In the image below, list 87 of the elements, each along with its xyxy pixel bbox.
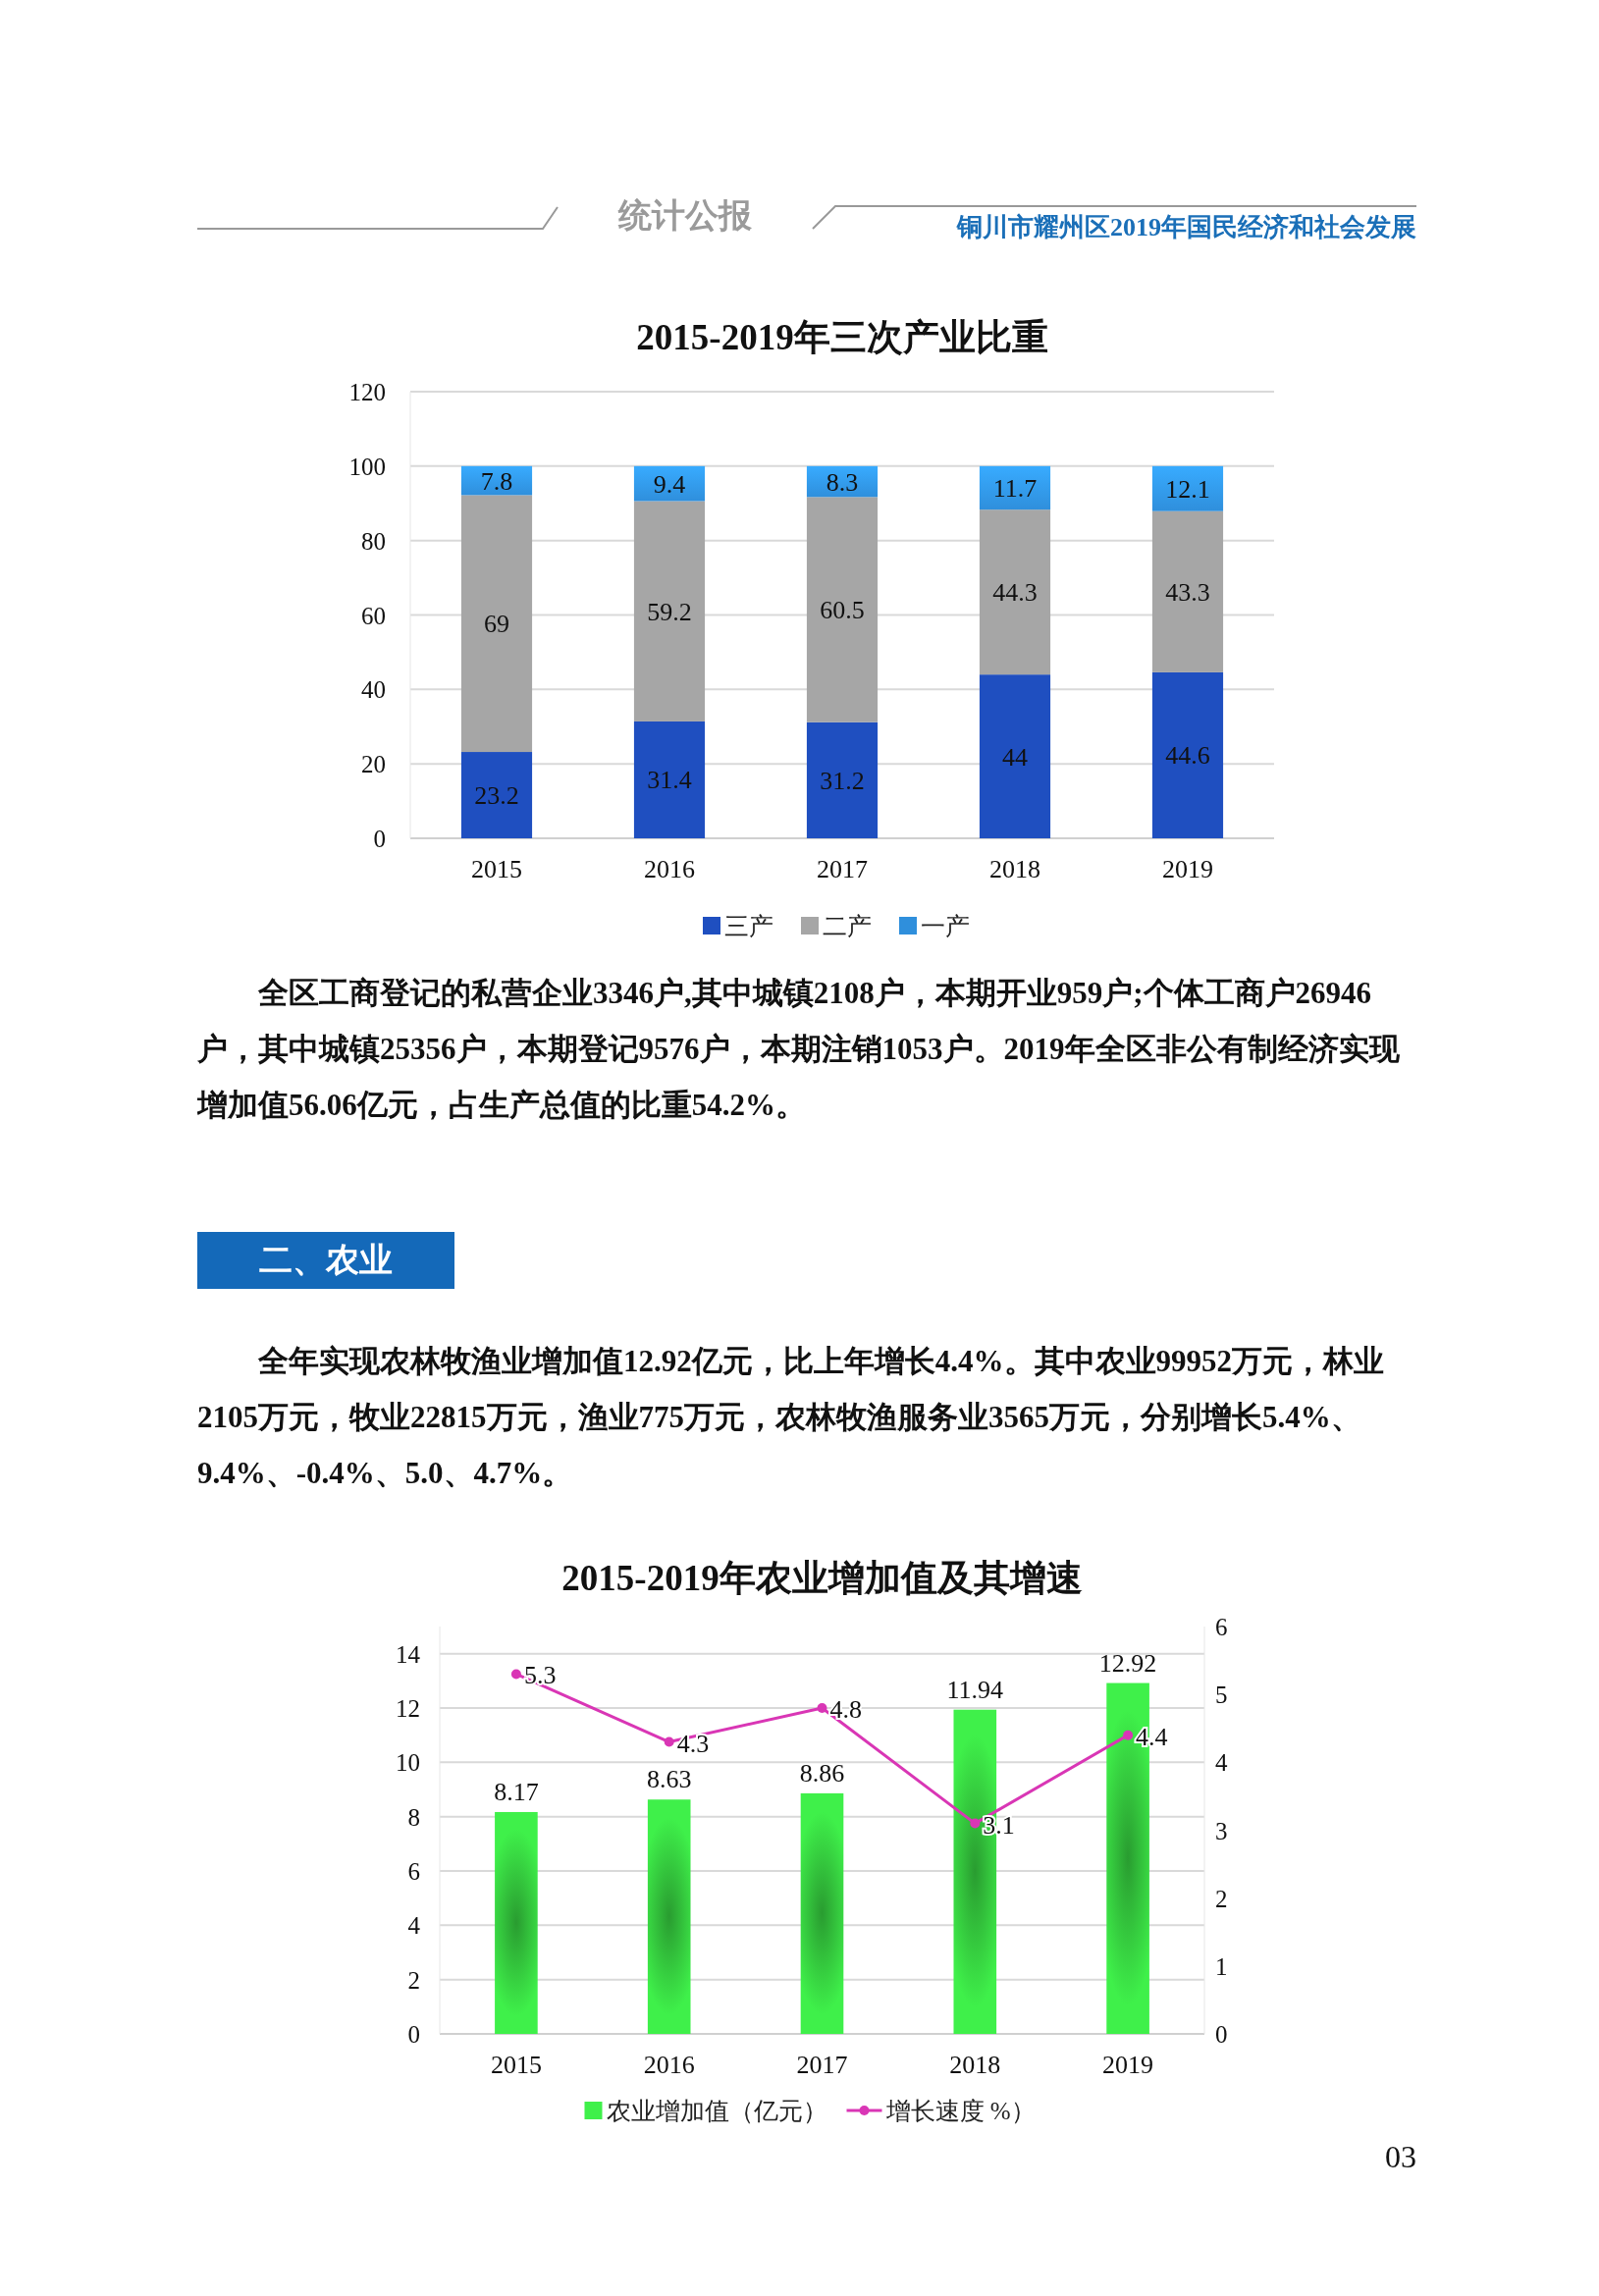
point bbox=[510, 1669, 521, 1680]
point bbox=[1123, 1730, 1134, 1740]
y-tick-label: 120 bbox=[348, 379, 386, 405]
bar bbox=[460, 495, 533, 753]
x-tick-label: 2015 bbox=[471, 855, 522, 883]
y-tick-label: 4 bbox=[407, 1912, 421, 1940]
legend-label: 二产 bbox=[823, 913, 872, 939]
y2-tick-label: 5 bbox=[1215, 1682, 1228, 1709]
y-tick-label: 20 bbox=[361, 751, 386, 778]
data-label: 9.4 bbox=[653, 469, 686, 499]
bar bbox=[806, 721, 879, 838]
y-tick-label: 12 bbox=[396, 1695, 420, 1722]
bar bbox=[633, 501, 706, 721]
y2-tick-label: 0 bbox=[1215, 2021, 1228, 2048]
y2-tick-label: 2 bbox=[1215, 1885, 1228, 1912]
legend-label: 一产 bbox=[921, 913, 970, 939]
x-tick-label: 2017 bbox=[796, 2051, 848, 2079]
text: 铜川市耀州区2019年国民经济和社会发展 bbox=[956, 213, 1416, 241]
data-label: 44.3 bbox=[992, 578, 1038, 608]
bar bbox=[806, 497, 879, 722]
text: 二、农业 bbox=[259, 1240, 393, 1279]
y2-tick-label: 3 bbox=[1215, 1817, 1228, 1844]
bar bbox=[800, 1792, 844, 2034]
y-tick-label: 8 bbox=[407, 1803, 420, 1831]
x-tick-label: 2019 bbox=[1162, 855, 1213, 883]
data-label: 43.3 bbox=[1165, 577, 1210, 607]
data-label: 59.2 bbox=[647, 597, 692, 626]
y-tick-label: 6 bbox=[407, 1858, 420, 1885]
y2-tick-label: 4 bbox=[1215, 1749, 1228, 1777]
y-tick-label: 0 bbox=[407, 2021, 420, 2048]
x-tick-label: 2016 bbox=[643, 2051, 695, 2079]
data-label: 23.2 bbox=[474, 781, 519, 811]
bar bbox=[647, 1799, 691, 2034]
data-label: 8.63 bbox=[646, 1765, 692, 1794]
chart-title: 2015-2019年农业增加值及其增速 bbox=[561, 1558, 1083, 1598]
data-label: 4.3 bbox=[676, 1729, 710, 1758]
text: 统计公报 bbox=[617, 195, 753, 235]
y2-tick-label: 1 bbox=[1215, 1952, 1228, 1980]
text: 全年实现农林牧渔业增加值12.92亿元，比上年增长4.4%。其中农业99952万元，林业2105万元，牧业22815万元，渔业775万元，农林牧渔服务业3565万元，分别增长5.4%、9.4%、-0.4%、5.0、4.7%。 bbox=[197, 1343, 1385, 1492]
y-tick-label: 40 bbox=[361, 676, 386, 704]
data-label: 44 bbox=[1002, 742, 1028, 772]
data-label: 5.3 bbox=[523, 1661, 557, 1690]
x-tick-label: 2019 bbox=[1102, 2051, 1154, 2079]
bar bbox=[979, 509, 1051, 675]
x-tick-label: 2015 bbox=[490, 2051, 542, 2079]
x-tick-label: 2016 bbox=[644, 855, 695, 883]
chart-title: 2015-2019年三次产业比重 bbox=[636, 317, 1048, 357]
data-label: 8.3 bbox=[826, 467, 859, 497]
data-label: 11.94 bbox=[946, 1675, 1004, 1704]
bar bbox=[460, 752, 533, 838]
bar bbox=[633, 721, 706, 838]
data-label: 8.17 bbox=[494, 1777, 539, 1806]
data-label: 11.7 bbox=[992, 474, 1038, 504]
x-tick-label: 2018 bbox=[989, 855, 1040, 883]
y-tick-label: 100 bbox=[348, 453, 386, 480]
data-label: 44.6 bbox=[1165, 741, 1210, 771]
legend-label: 增长速度 %） bbox=[884, 2098, 1036, 2124]
y-tick-label: 60 bbox=[361, 602, 386, 629]
y-tick-label: 0 bbox=[373, 826, 386, 852]
x-tick-label: 2018 bbox=[949, 2051, 1001, 2079]
data-label: 60.5 bbox=[820, 596, 865, 624]
data-label: 31.2 bbox=[820, 766, 865, 795]
bar bbox=[1151, 510, 1224, 672]
data-label: 8.86 bbox=[799, 1758, 845, 1788]
point bbox=[970, 1818, 981, 1829]
data-label: 7.8 bbox=[480, 466, 513, 496]
data-label: 12.92 bbox=[1098, 1648, 1157, 1678]
text: 03 bbox=[1385, 2139, 1416, 2174]
bar bbox=[1151, 465, 1224, 511]
y-tick-label: 80 bbox=[361, 527, 386, 555]
x-tick-label: 2017 bbox=[817, 855, 868, 883]
bar bbox=[1151, 671, 1224, 838]
data-label: 31.4 bbox=[647, 766, 692, 795]
y-tick-label: 14 bbox=[396, 1640, 421, 1668]
y2-tick-label: 6 bbox=[1215, 1614, 1228, 1640]
bar bbox=[979, 465, 1051, 510]
data-label: 4.8 bbox=[829, 1695, 862, 1724]
bar bbox=[979, 674, 1051, 838]
y-tick-label: 10 bbox=[396, 1749, 420, 1777]
bar bbox=[495, 1811, 538, 2034]
y-tick-label: 2 bbox=[407, 1966, 420, 1994]
point bbox=[664, 1736, 674, 1747]
data-label: 69 bbox=[484, 610, 509, 639]
point bbox=[817, 1703, 827, 1713]
legend-label: 三产 bbox=[724, 913, 773, 939]
legend-label: 农业增加值（亿元） bbox=[606, 2098, 827, 2124]
data-label: 12.1 bbox=[1165, 474, 1210, 504]
